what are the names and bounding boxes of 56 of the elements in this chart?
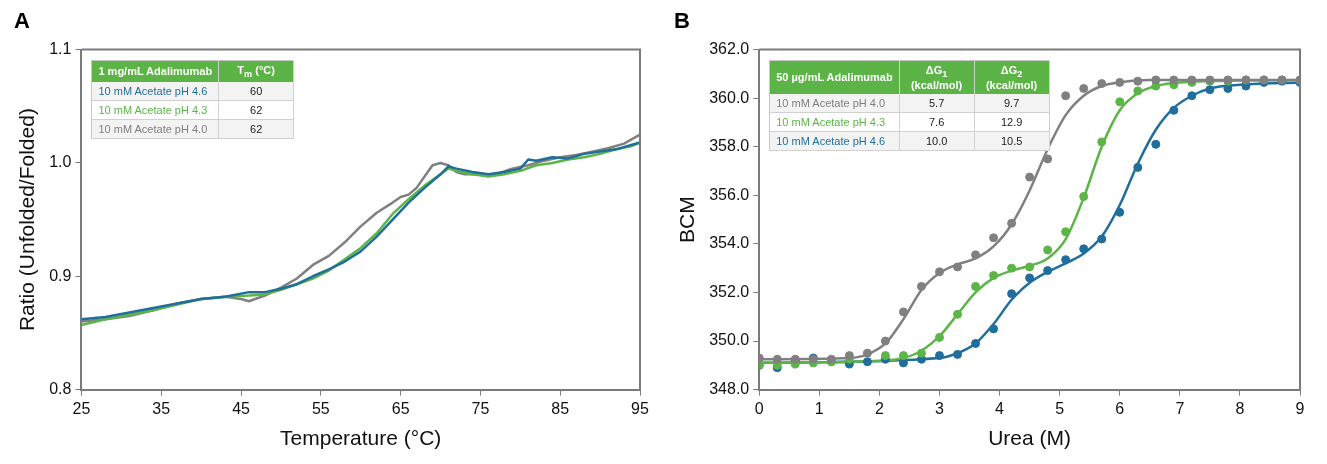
chart-title: B bbox=[673, 8, 691, 35]
y-tick-label: 352.0 bbox=[709, 282, 750, 300]
x-tick-label: 5 bbox=[1055, 399, 1065, 417]
y-tick-label: 0.9 bbox=[49, 266, 72, 284]
annotation: 10.0 bbox=[899, 131, 975, 151]
text: 10 mM Acetate pH 4.0 bbox=[98, 122, 208, 135]
y-tick-label: 0.8 bbox=[49, 380, 72, 398]
y-tick-label: 1.1 bbox=[49, 40, 72, 58]
x-tick-label: 75 bbox=[471, 399, 490, 417]
x-tick-label: 85 bbox=[551, 399, 570, 417]
annotation: 12.9 bbox=[974, 112, 1050, 132]
annotation: 10.5 bbox=[974, 131, 1050, 151]
x-tick-label: 0 bbox=[754, 399, 764, 417]
x-tick-label: 65 bbox=[391, 399, 410, 417]
annotation: 62 bbox=[218, 100, 294, 120]
x-tick-label: 1 bbox=[814, 399, 824, 417]
y-tick-label: 350.0 bbox=[709, 331, 750, 349]
legend-title: 50 µg/mL Adalimumab bbox=[769, 60, 900, 94]
annotation: 60 bbox=[218, 81, 294, 101]
y-tick-label: 362.0 bbox=[709, 40, 750, 58]
x-tick-label: 6 bbox=[1115, 399, 1125, 417]
x-tick-label: 95 bbox=[631, 399, 649, 417]
x-tick-label: 25 bbox=[72, 399, 91, 417]
y-tick-label: 360.0 bbox=[709, 88, 750, 106]
x-axis-title: Temperature (°C) bbox=[280, 426, 442, 450]
x-tick-label: 8 bbox=[1235, 399, 1245, 417]
text: 10 mM Acetate pH 4.0 bbox=[776, 96, 886, 109]
y-tick-label: 354.0 bbox=[709, 234, 750, 252]
x-tick-label: 55 bbox=[311, 399, 330, 417]
text: 10 mM Acetate pH 4.6 bbox=[98, 84, 208, 97]
x-tick-label: 45 bbox=[232, 399, 251, 417]
x-tick-label: 9 bbox=[1295, 399, 1305, 417]
y-axis-title: Ratio (Unfolded/Folded) bbox=[15, 108, 39, 332]
y-tick-label: 348.0 bbox=[709, 380, 750, 398]
text: 10 mM Acetate pH 4.3 bbox=[776, 115, 886, 128]
x-tick-label: 3 bbox=[935, 399, 945, 417]
annotation: 7.6 bbox=[899, 112, 975, 132]
annotation: 9.7 bbox=[974, 93, 1050, 113]
annotation: ΔG$_{1}$ (kcal/mol) bbox=[899, 60, 975, 94]
annotation: T$_{m}$ (°C) bbox=[218, 60, 294, 82]
x-tick-label: 2 bbox=[874, 399, 884, 417]
y-axis-title: BCM bbox=[675, 196, 699, 243]
y-tick-label: 358.0 bbox=[709, 137, 750, 155]
x-tick-label: 35 bbox=[152, 399, 171, 417]
annotation: 5.7 bbox=[899, 93, 975, 113]
y-tick-label: 356.0 bbox=[709, 185, 750, 203]
annotation: ΔG$_{2}$ (kcal/mol) bbox=[974, 60, 1050, 94]
x-tick-label: 7 bbox=[1175, 399, 1185, 417]
x-axis-title: Urea (M) bbox=[988, 426, 1072, 450]
legend-title: 1 mg/mL Adalimumab bbox=[91, 60, 219, 82]
text: 10 mM Acetate pH 4.3 bbox=[98, 103, 208, 116]
annotation: 62 bbox=[218, 119, 294, 139]
x-tick-label: 4 bbox=[995, 399, 1005, 417]
chart-title: A bbox=[13, 8, 31, 35]
y-tick-label: 1.0 bbox=[49, 153, 72, 171]
text: 10 mM Acetate pH 4.6 bbox=[776, 134, 886, 147]
